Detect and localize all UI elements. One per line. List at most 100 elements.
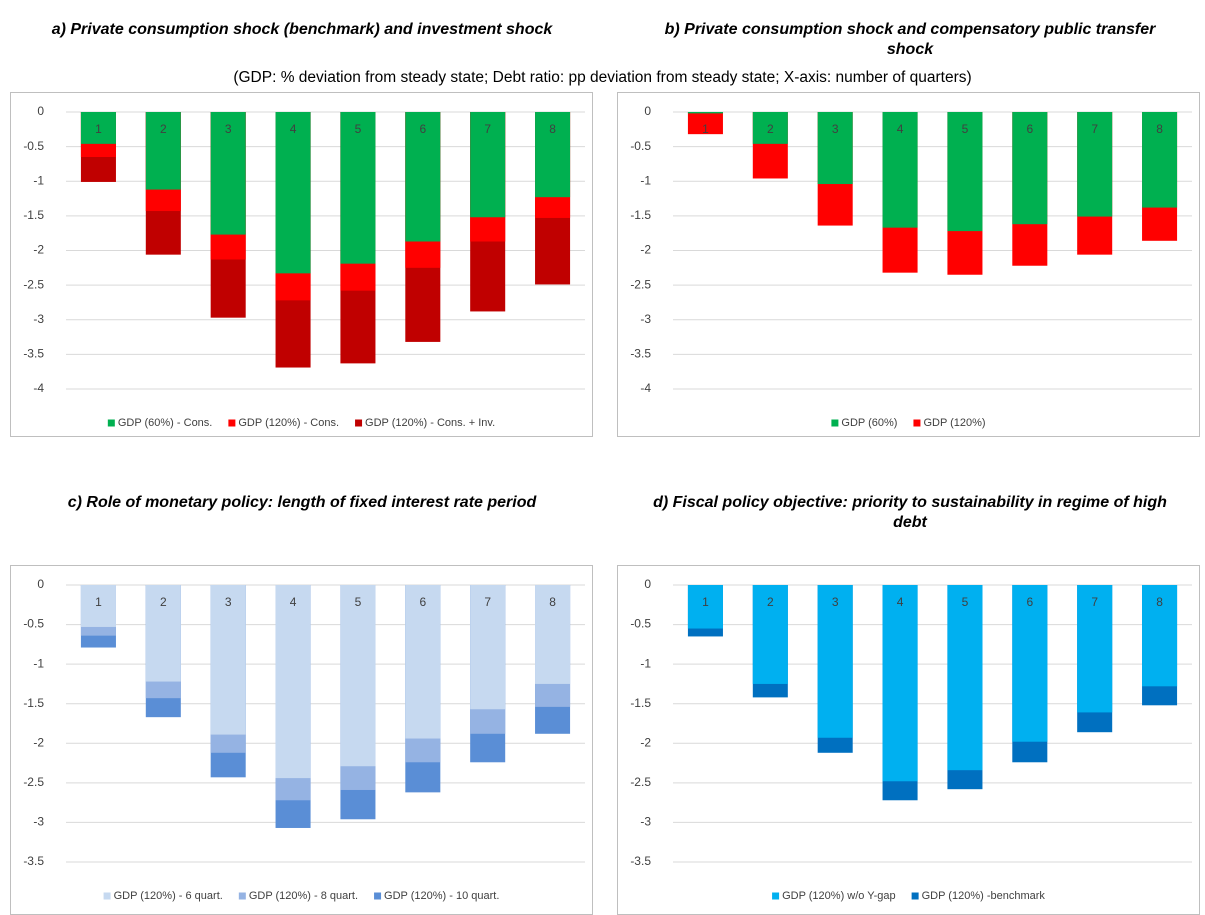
x-tick-label: 3 — [832, 122, 839, 136]
legend-swatch — [831, 419, 839, 427]
bar — [687, 585, 723, 629]
y-tick-label: 0 — [644, 577, 651, 591]
y-tick-label: -2.5 — [23, 775, 44, 789]
y-tick-label: -3.5 — [23, 854, 44, 868]
x-tick-label: 7 — [1091, 122, 1098, 136]
legend-label: GDP (120%) - 10 quart. — [384, 890, 499, 902]
bar — [275, 585, 311, 779]
x-tick-label: 2 — [767, 122, 774, 136]
x-tick-label: 7 — [484, 122, 491, 136]
bar — [340, 585, 376, 767]
x-tick-label: 2 — [767, 595, 774, 609]
x-tick-label: 6 — [1026, 595, 1033, 609]
y-tick-label: -3.5 — [630, 347, 651, 361]
legend-swatch — [772, 892, 780, 900]
y-tick-label: 0 — [644, 104, 651, 118]
bar — [535, 585, 571, 684]
legend-swatch — [913, 419, 921, 427]
y-tick-label: -1.5 — [23, 208, 44, 222]
y-tick-label: -3.5 — [23, 347, 44, 361]
y-tick-label: -2.5 — [630, 775, 651, 789]
x-tick-label: 7 — [1091, 595, 1098, 609]
bar — [535, 112, 571, 198]
chart-panel: 0 -0.5 -1 -1.5 -2 -2.5 -3 -3.5 -4 1 2 3 4 5 6 7 8 GDP (60… — [10, 92, 593, 437]
bar — [470, 112, 506, 218]
chart-title: d) Fiscal policy objective: priority to … — [653, 494, 1167, 531]
y-tick-label: -2.5 — [23, 277, 44, 291]
x-tick-label: 1 — [95, 122, 102, 136]
bar — [210, 585, 246, 735]
x-tick-label: 1 — [702, 122, 709, 136]
y-tick-label: -1 — [33, 656, 44, 670]
bar — [1012, 112, 1048, 225]
x-tick-label: 2 — [160, 595, 167, 609]
bar — [1012, 585, 1048, 742]
bar — [687, 112, 723, 135]
y-tick-label: -3.5 — [630, 854, 651, 868]
y-tick-label: -1 — [640, 656, 651, 670]
legend-swatch — [103, 892, 111, 900]
x-tick-label: 3 — [225, 122, 232, 136]
x-tick-label: 5 — [355, 122, 362, 136]
y-tick-label: -1.5 — [630, 208, 651, 222]
y-tick-label: -3 — [33, 312, 44, 326]
x-tick-label: 8 — [549, 595, 556, 609]
x-tick-label: 7 — [484, 595, 491, 609]
y-tick-label: -2.5 — [630, 277, 651, 291]
x-tick-label: 3 — [225, 595, 232, 609]
y-tick-label: -0.5 — [23, 139, 44, 153]
y-tick-label: -2 — [640, 735, 651, 749]
legend-swatch — [238, 892, 246, 900]
bar — [1142, 585, 1178, 687]
legend-swatch — [374, 892, 382, 900]
bar — [80, 585, 116, 627]
bar — [145, 112, 181, 190]
x-tick-label: 5 — [355, 595, 362, 609]
legend-label: GDP (120%) w/o Y-gap — [782, 890, 896, 902]
x-tick-label: 8 — [1156, 122, 1163, 136]
legend-label: GDP (120%) -benchmark — [922, 890, 1046, 902]
x-tick-label: 4 — [290, 595, 297, 609]
chart-title: b) Private consumption shock and compens… — [664, 21, 1156, 58]
legend-swatch — [228, 419, 236, 427]
legend-swatch — [107, 419, 115, 427]
legend-label: GDP (120%) — [923, 417, 985, 429]
x-tick-label: 6 — [419, 122, 426, 136]
bar — [687, 112, 723, 114]
y-tick-label: 0 — [37, 104, 44, 118]
legend-label: GDP (120%) - Cons. + Inv. — [365, 417, 495, 429]
x-tick-label: 2 — [160, 122, 167, 136]
x-tick-label: 8 — [1156, 595, 1163, 609]
x-tick-label: 1 — [95, 595, 102, 609]
y-tick-label: -1 — [640, 173, 651, 187]
bar — [145, 585, 181, 682]
y-tick-label: -1.5 — [630, 696, 651, 710]
legend-label: GDP (120%) - 8 quart. — [249, 890, 358, 902]
y-tick-label: -3 — [640, 815, 651, 829]
y-tick-label: -3 — [33, 815, 44, 829]
chart-title: a) Private consumption shock (benchmark)… — [51, 21, 553, 38]
legend-label: GDP (120%) - Cons. — [238, 417, 339, 429]
x-tick-label: 1 — [702, 595, 709, 609]
y-tick-label: -3 — [640, 312, 651, 326]
y-tick-label: -0.5 — [630, 139, 651, 153]
bar — [947, 585, 983, 771]
bar — [1142, 112, 1178, 208]
bar — [817, 112, 853, 185]
chart-panel: 0 -0.5 -1 -1.5 -2 -2.5 -3 -3.5 1 2 3 4 5 6 7 8 GDP (120%… — [617, 565, 1200, 915]
y-tick-label: -0.5 — [23, 617, 44, 631]
bar — [882, 112, 918, 228]
legend-swatch — [911, 892, 919, 900]
chart-panel: 0 -0.5 -1 -1.5 -2 -2.5 -3 -3.5 -4 1 2 3 4 5 6 7 8 GDP (60… — [617, 92, 1200, 437]
bar — [405, 585, 441, 739]
y-tick-label: -2 — [33, 735, 44, 749]
bar — [752, 585, 788, 684]
x-tick-label: 4 — [897, 595, 904, 609]
x-tick-label: 6 — [1026, 122, 1033, 136]
x-tick-label: 4 — [290, 122, 297, 136]
bar — [947, 112, 983, 232]
y-tick-label: -2 — [640, 243, 651, 257]
bar — [405, 112, 441, 242]
x-tick-label: 5 — [962, 122, 969, 136]
